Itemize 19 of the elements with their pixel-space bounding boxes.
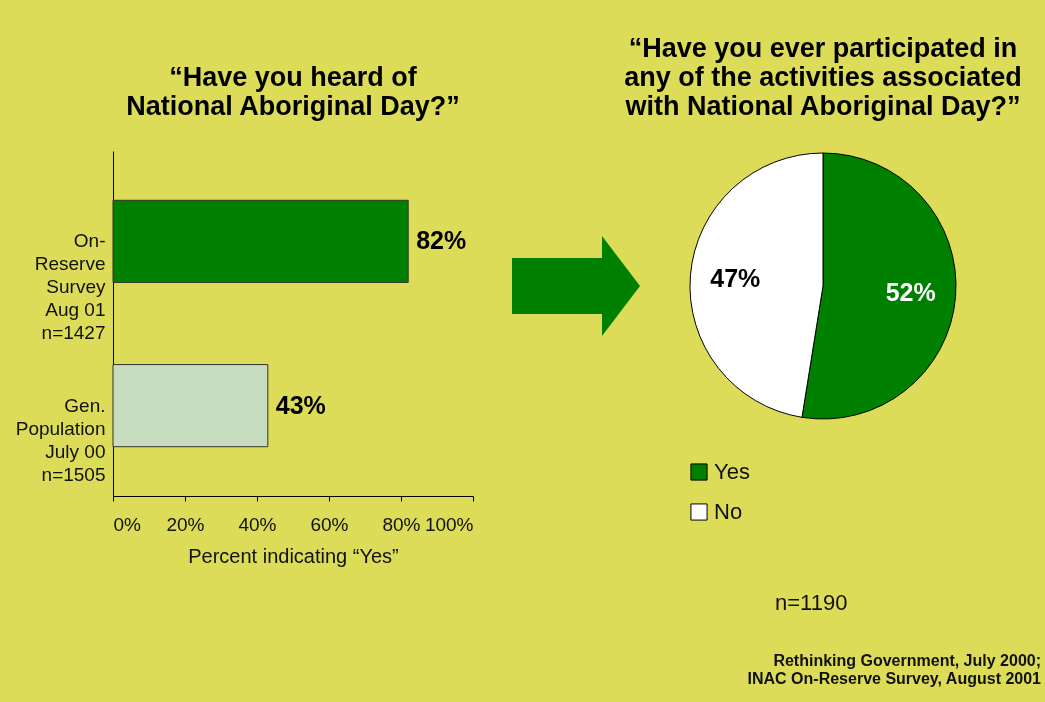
data-label: 52% — [885, 277, 936, 306]
y-tick-label: Gen. Population July 00 n=1505 — [15, 394, 106, 485]
chart-title: “Have you ever participated in any of the activities associated with National Aboriginal Day?” — [624, 33, 1022, 121]
x-tick-label: 60% — [310, 513, 349, 535]
data-label: 82% — [416, 226, 467, 255]
x-tick-label: 80% — [382, 513, 421, 535]
legend-label: No — [714, 499, 743, 524]
chart-title: “Have you heard of National Aboriginal Day?” — [126, 62, 460, 121]
x-tick-label: 20% — [166, 513, 205, 535]
x-tick-label: 0% — [113, 513, 142, 535]
x-tick-label: 100% — [424, 513, 474, 535]
text: n=1190 — [775, 590, 848, 616]
data-label: 47% — [710, 264, 761, 293]
text: Rethinking Government, July 2000; INAC On-Reserve Survey, August 2001 — [747, 652, 1041, 688]
legend-label: Yes — [714, 459, 750, 484]
y-tick-label: On- Reserve Survey Aug 01 n=1427 — [34, 230, 106, 344]
x-axis-title: Percent indicating “Yes” — [188, 544, 399, 567]
x-tick-label: 40% — [238, 513, 277, 535]
data-label: 43% — [275, 390, 326, 419]
